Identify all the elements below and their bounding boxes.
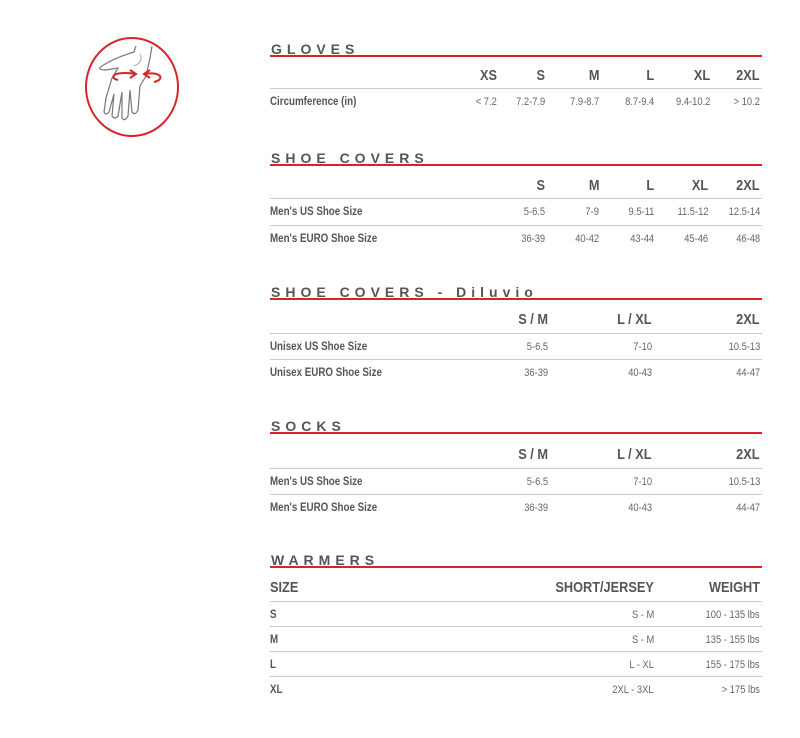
cell-value: L / XL [617, 446, 652, 463]
cell-value: 2XL [736, 67, 760, 84]
cell-value: L / XL [617, 311, 652, 328]
row-divider [270, 359, 762, 360]
cell-value: 155 - 175 lbs [705, 659, 760, 671]
cell-value: 44-47 [736, 502, 760, 514]
row-divider [270, 601, 762, 602]
cell-value: 5-6.5 [523, 206, 545, 218]
row-label: Unisex US Shoe Size [270, 341, 368, 353]
cell-value: 7.9-8.7 [569, 96, 599, 108]
row-label: SIZE [270, 579, 299, 596]
cell-value: S - M [631, 609, 654, 621]
row-label: Unisex EURO Shoe Size [270, 367, 382, 379]
cell-value: 36-39 [524, 367, 548, 379]
row-label: Men's US Shoe Size [270, 206, 363, 218]
cell-value: 40-42 [575, 233, 599, 245]
cell-value: SHORT/JERSEY [555, 579, 654, 596]
row-label: L [270, 659, 276, 671]
cell-value: 36-39 [524, 502, 548, 514]
section-title: SOCKS [271, 418, 346, 434]
cell-value: 12.5-14 [728, 206, 760, 218]
cell-value: 7-9 [585, 206, 599, 218]
red-divider [270, 432, 762, 434]
cell-value: S / M [518, 311, 548, 328]
row-label: S [270, 609, 277, 621]
hand-wrist-measure-icon [84, 36, 180, 143]
cell-value: L [646, 177, 654, 194]
red-divider [270, 566, 762, 568]
cell-value: 40-43 [628, 502, 652, 514]
cell-value: 2XL [736, 446, 760, 463]
cell-value: L - XL [629, 659, 654, 671]
cell-value: 46-48 [736, 233, 760, 245]
row-divider [270, 88, 762, 89]
row-label: Circumference (in) [270, 96, 357, 108]
cell-value: > 10.2 [733, 96, 760, 108]
cell-value: S - M [631, 634, 654, 646]
cell-value: 11.5-12 [676, 206, 708, 218]
row-label: Men's EURO Shoe Size [270, 233, 378, 245]
section-title: WARMERS [271, 552, 380, 568]
cell-value: S [536, 67, 545, 84]
red-divider [270, 298, 762, 300]
cell-value: 2XL [736, 177, 760, 194]
cell-value: XS [479, 67, 497, 84]
section-title: SHOE COVERS [271, 150, 429, 166]
cell-value: 9.5-11 [628, 206, 654, 218]
section-title: SHOE COVERS - Diluvio [271, 284, 538, 300]
row-label: XL [270, 684, 283, 696]
row-divider [270, 676, 762, 677]
red-divider [270, 55, 762, 57]
row-label: Men's EURO Shoe Size [270, 502, 378, 514]
row-divider [270, 468, 762, 469]
cell-value: 8.7-9.4 [624, 96, 654, 108]
cell-value: 10.5-13 [728, 341, 760, 353]
cell-value: 36-39 [521, 233, 545, 245]
cell-value: 9.4-10.2 [675, 96, 710, 108]
cell-value: 10.5-13 [728, 476, 760, 488]
row-divider [270, 494, 762, 495]
row-label: M [270, 634, 279, 646]
cell-value: 40-43 [628, 367, 652, 379]
cell-value: S / M [518, 446, 548, 463]
cell-value: 44-47 [736, 367, 760, 379]
cell-value: XL [691, 177, 708, 194]
cell-value: M [588, 67, 599, 84]
cell-value: S [536, 177, 545, 194]
cell-value: 45-46 [684, 233, 708, 245]
row-divider [270, 651, 762, 652]
cell-value: > 175 lbs [721, 684, 760, 696]
cell-value: L [646, 67, 654, 84]
cell-value: 43-44 [630, 233, 654, 245]
cell-value: 5-6.5 [526, 476, 548, 488]
cell-value: 135 - 155 lbs [705, 634, 760, 646]
cell-value: 5-6.5 [526, 341, 548, 353]
row-divider [270, 198, 762, 199]
red-divider [270, 164, 762, 166]
cell-value: 7-10 [633, 341, 652, 353]
cell-value: 100 - 135 lbs [705, 609, 760, 621]
section-title: GLOVES [271, 41, 360, 57]
cell-value: XL [693, 67, 710, 84]
cell-value: 2XL - 3XL [612, 684, 654, 696]
row-divider [270, 333, 762, 334]
cell-value: M [588, 177, 599, 194]
cell-value: 7.2-7.9 [515, 96, 545, 108]
row-label: Men's US Shoe Size [270, 476, 363, 488]
cell-value: < 7.2 [475, 96, 497, 108]
cell-value: 2XL [736, 311, 760, 328]
cell-value: 7-10 [633, 476, 652, 488]
cell-value: WEIGHT [709, 579, 760, 596]
row-divider [270, 626, 762, 627]
row-divider [270, 225, 762, 226]
